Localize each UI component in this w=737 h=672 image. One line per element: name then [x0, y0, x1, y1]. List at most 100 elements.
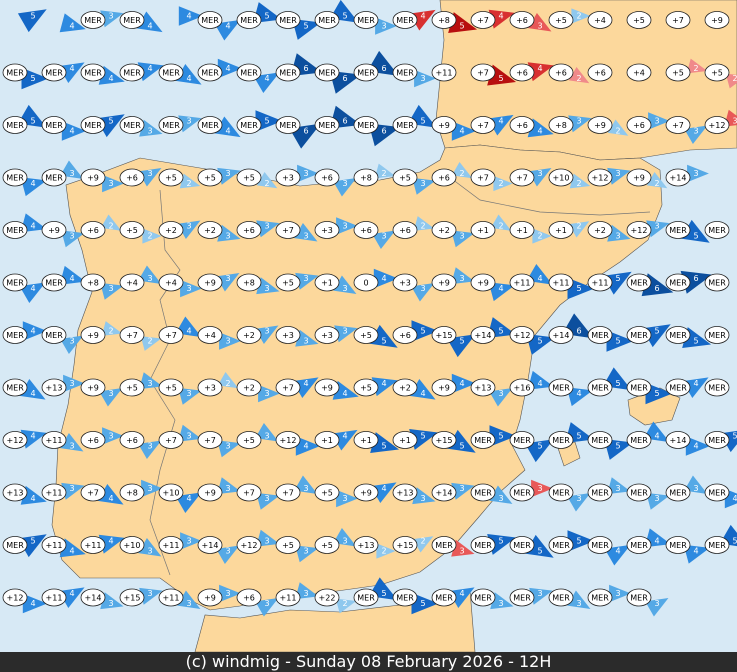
station-marker — [41, 168, 67, 187]
wind-speed: 3 — [615, 484, 620, 493]
station-marker — [314, 11, 340, 29]
station-label: +15 — [436, 331, 453, 340]
wind-arrow — [61, 121, 87, 141]
wind-speed: 3 — [459, 547, 464, 556]
wind-arrow — [567, 277, 595, 300]
wind-speed: 3 — [108, 599, 113, 608]
station-label: +11 — [553, 279, 570, 288]
station-marker — [275, 536, 301, 554]
wind-arrow — [175, 492, 202, 514]
station-marker — [353, 378, 379, 397]
wind-speed: 5 — [537, 337, 542, 346]
wind-arrow — [604, 439, 634, 460]
wind-speed: 3 — [147, 484, 152, 493]
station-marker — [353, 536, 379, 554]
wind-speed: 3 — [225, 484, 230, 493]
station-marker — [197, 588, 223, 607]
station-label: +5 — [633, 16, 645, 25]
station-label: +9 — [438, 279, 450, 288]
station-marker — [665, 536, 691, 554]
wind-arrow — [61, 230, 85, 248]
wind-speed: 3 — [381, 232, 386, 241]
wind-speed: 4 — [69, 22, 74, 31]
station-label: MER — [396, 69, 414, 78]
wind-speed: 2 — [576, 222, 581, 231]
station-label: MER — [6, 226, 24, 235]
station-marker — [314, 63, 340, 82]
station-label: +1 — [477, 226, 489, 235]
station-marker — [704, 326, 730, 344]
wind-speed: 3 — [147, 589, 152, 598]
station-label: +5 — [126, 384, 138, 393]
wind-speed: 3 — [459, 232, 464, 241]
wind-arrow — [685, 436, 711, 456]
station-marker — [2, 536, 28, 554]
station-marker — [431, 536, 457, 554]
wind-speed: 2 — [576, 179, 581, 188]
station-label: +7 — [516, 174, 528, 183]
wind-arrow — [175, 63, 202, 85]
station-label: +7 — [87, 489, 99, 498]
station-label: +2 — [165, 226, 177, 235]
wind-speed: 3 — [537, 169, 542, 178]
wind-speed: 3 — [69, 379, 74, 388]
wind-arrow — [137, 62, 164, 82]
station-label: +5 — [555, 16, 567, 25]
station-marker — [197, 273, 223, 292]
station-marker — [353, 326, 379, 344]
wind-speed: 4 — [186, 327, 191, 336]
station-marker — [509, 168, 535, 187]
wind-speed: 4 — [69, 64, 74, 73]
station-label: +3 — [321, 331, 333, 340]
station-marker — [392, 536, 418, 554]
wind-speed: 3 — [264, 432, 269, 441]
station-marker — [2, 116, 28, 134]
station-label: +11 — [163, 594, 180, 603]
wind-arrow — [136, 11, 163, 33]
wind-arrow — [100, 592, 124, 610]
wind-arrow — [20, 429, 47, 449]
station-marker — [431, 221, 457, 239]
station-label: +5 — [360, 384, 372, 393]
wind-arrow — [528, 168, 552, 187]
station-label: MER — [6, 541, 24, 550]
wind-speed: 2 — [147, 337, 152, 346]
wind-speed: 3 — [225, 337, 230, 346]
station-label: +14 — [670, 436, 687, 445]
station-label: MER — [708, 226, 726, 235]
wind-speed: 6 — [576, 327, 581, 336]
station-marker — [665, 378, 691, 397]
station-marker — [41, 221, 67, 239]
station-label: MER — [279, 121, 297, 130]
wind-speed: 4 — [537, 64, 542, 73]
station-label: MER — [474, 541, 492, 550]
station-label: MER — [591, 436, 609, 445]
station-marker — [626, 483, 652, 502]
wind-speed: 4 — [537, 127, 542, 136]
wind-arrow — [217, 477, 241, 495]
wind-speed: 6 — [303, 64, 308, 73]
station-marker — [548, 11, 574, 29]
station-label: +6 — [243, 226, 255, 235]
wind-arrow — [139, 587, 163, 605]
wind-speed: 3 — [342, 284, 347, 293]
station-marker — [80, 483, 106, 502]
station-marker — [431, 63, 457, 82]
wind-speed: 4 — [498, 12, 503, 21]
station-label: MER — [279, 16, 297, 25]
station-label: +9 — [87, 174, 99, 183]
station-label: MER — [435, 541, 453, 550]
station-marker — [275, 326, 301, 344]
wind-speed: 3 — [498, 494, 503, 503]
station-marker — [704, 63, 730, 82]
wind-arrow — [372, 230, 396, 250]
station-label: +16 — [514, 384, 531, 393]
station-marker — [197, 63, 223, 82]
wind-arrow — [644, 528, 671, 548]
station-marker — [41, 588, 67, 607]
wind-speed: 2 — [186, 179, 191, 188]
station-label: MER — [279, 69, 297, 78]
station-label: +10 — [553, 174, 570, 183]
wind-arrow — [680, 270, 713, 294]
station-label: +11 — [46, 594, 63, 603]
